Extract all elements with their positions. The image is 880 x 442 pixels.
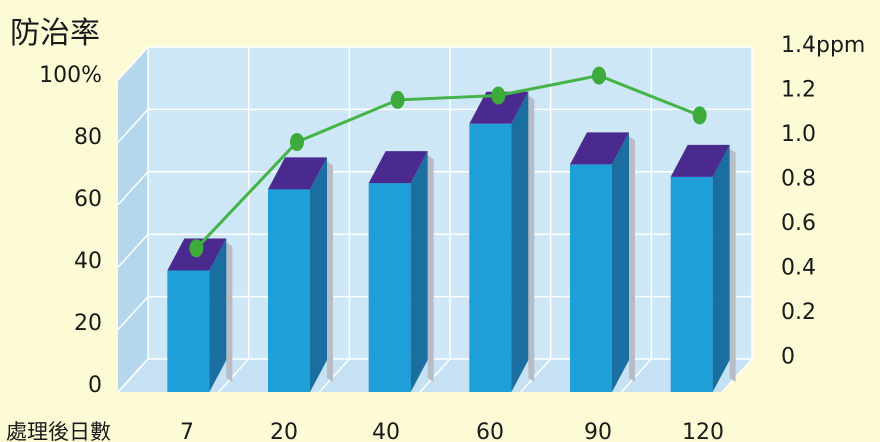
left-side-wall <box>118 47 148 392</box>
bar-front <box>469 123 512 393</box>
gridline-floor <box>318 358 350 393</box>
gridline-side <box>117 296 149 331</box>
gridline-floor <box>218 358 250 393</box>
x-tick-label: 40 <box>372 420 400 442</box>
line-series <box>189 66 707 258</box>
bar-top <box>469 91 529 124</box>
left-axis-ticks: 100% 80 60 40 20 0 <box>39 63 102 398</box>
gridline-side <box>117 171 149 206</box>
gridline-floor <box>620 358 652 393</box>
bar-120 <box>670 144 736 392</box>
bar-front <box>167 270 210 392</box>
bar-40 <box>368 151 434 392</box>
bar-90 <box>570 132 635 393</box>
bar-shadow <box>226 242 233 382</box>
gridline-side <box>117 233 149 268</box>
right-tick-label: 0.4 <box>781 256 816 281</box>
x-axis-label: 處理後日數 <box>6 420 111 442</box>
bar-60 <box>469 91 535 393</box>
x-axis-ticks: 7 20 40 60 90 120 <box>180 420 724 442</box>
x-tick-label: 90 <box>584 420 612 442</box>
left-tick-label: 20 <box>74 311 102 336</box>
left-tick-label: 100% <box>39 63 102 88</box>
right-tick-label: 0.6 <box>781 211 816 236</box>
x-tick-label: 20 <box>270 420 298 442</box>
gridline-side <box>117 108 149 143</box>
right-tick-label: 0.8 <box>781 167 816 192</box>
bar-20 <box>268 157 333 392</box>
bar-shadow <box>327 161 333 382</box>
bar-top <box>268 157 327 190</box>
line-point-7 <box>189 239 204 258</box>
bar-top <box>368 151 428 184</box>
right-tick-label: 1.2 <box>781 78 816 103</box>
bar-side <box>712 144 730 392</box>
left-tick-label: 0 <box>88 373 102 398</box>
gridline-floor <box>520 358 552 393</box>
bar-side <box>511 91 529 393</box>
bar-top <box>670 144 730 177</box>
gridlines <box>117 46 753 393</box>
gridline-side <box>117 46 149 81</box>
left-tick-label: 80 <box>74 125 102 150</box>
gridline-floor <box>721 358 753 393</box>
bar-7 <box>167 238 233 392</box>
right-tick-label: 0 <box>781 345 795 370</box>
bar-shadow <box>427 155 434 382</box>
bar-side <box>410 151 428 392</box>
bars <box>167 91 736 393</box>
bar-front <box>570 164 612 392</box>
right-tick-label: 1.0 <box>781 122 816 147</box>
gridline-floor <box>419 358 451 393</box>
right-tick-label: 1.4ppm <box>781 33 865 58</box>
line-point-60 <box>491 86 506 105</box>
line-point-120 <box>692 106 707 125</box>
bar-side <box>612 132 629 393</box>
x-tick-label: 120 <box>682 420 724 442</box>
bar-shadow <box>729 148 736 382</box>
right-tick-label: 0.2 <box>781 300 816 325</box>
bar-side <box>310 157 327 392</box>
x-tick-label: 7 <box>180 420 194 442</box>
bar-front <box>268 189 310 392</box>
bar-front <box>368 183 411 392</box>
line-point-90 <box>592 66 606 85</box>
left-tick-label: 60 <box>74 187 102 212</box>
bar-shadow <box>528 95 535 383</box>
chart-title: 防治率 <box>10 16 100 51</box>
bar-shadow <box>629 136 635 382</box>
line-point-40 <box>390 90 405 109</box>
bar-side <box>209 238 227 392</box>
right-axis-ticks: 1.4ppm 1.2 1.0 0.8 0.6 0.4 0.2 0 <box>781 33 865 370</box>
line-path <box>195 74 701 250</box>
bar-top <box>570 132 629 165</box>
gridline-floor <box>117 358 149 393</box>
x-tick-label: 60 <box>476 420 504 442</box>
bar-front <box>670 176 713 392</box>
line-point-20 <box>290 133 304 151</box>
left-tick-label: 40 <box>74 249 102 274</box>
